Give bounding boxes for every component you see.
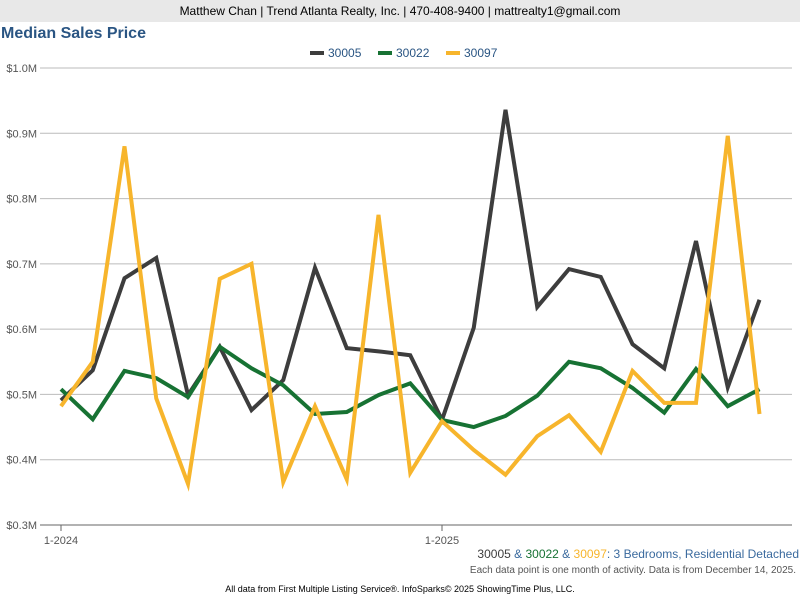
series-line-30005: [59, 109, 762, 426]
y-tick-label: $0.8M: [6, 194, 37, 206]
y-tick-label: $0.4M: [6, 455, 37, 467]
legend-label-30097: 30097: [464, 46, 498, 60]
y-tick-label: $0.3M: [6, 520, 37, 532]
y-tick-label: $1.0M: [6, 63, 37, 75]
y-tick-label: $0.9M: [6, 128, 37, 140]
chart-subtitle: 30005 & 30022 & 30097: 3 Bedrooms, Resid…: [477, 547, 799, 561]
subtitle-amp: &: [510, 547, 526, 561]
y-tick-label: $0.5M: [6, 389, 37, 401]
subtitle-30097: 30097: [573, 547, 607, 561]
series-line-30097: [59, 135, 762, 492]
legend-label-30005: 30005: [328, 46, 362, 60]
footer: All data from First Multiple Listing Ser…: [225, 584, 575, 594]
y-tick-label: $0.6M: [6, 324, 37, 336]
legend-label-30022: 30022: [396, 46, 430, 60]
x-tick-label: 1-2024: [44, 535, 78, 547]
subtitle-30005: 30005: [477, 547, 511, 561]
y-tick-label: $0.7M: [6, 259, 37, 271]
data-note: Each data point is one month of activity…: [469, 565, 796, 576]
subtitle-description: : 3 Bedrooms, Residential Detached: [606, 547, 799, 561]
subtitle-amp: &: [558, 547, 574, 561]
contact-bar: Matthew Chan | Trend Atlanta Realty, Inc…: [0, 0, 800, 22]
x-tick-label: 1-2025: [425, 535, 459, 547]
chart-title: Median Sales Price: [1, 25, 146, 42]
subtitle-30022: 30022: [525, 547, 559, 561]
